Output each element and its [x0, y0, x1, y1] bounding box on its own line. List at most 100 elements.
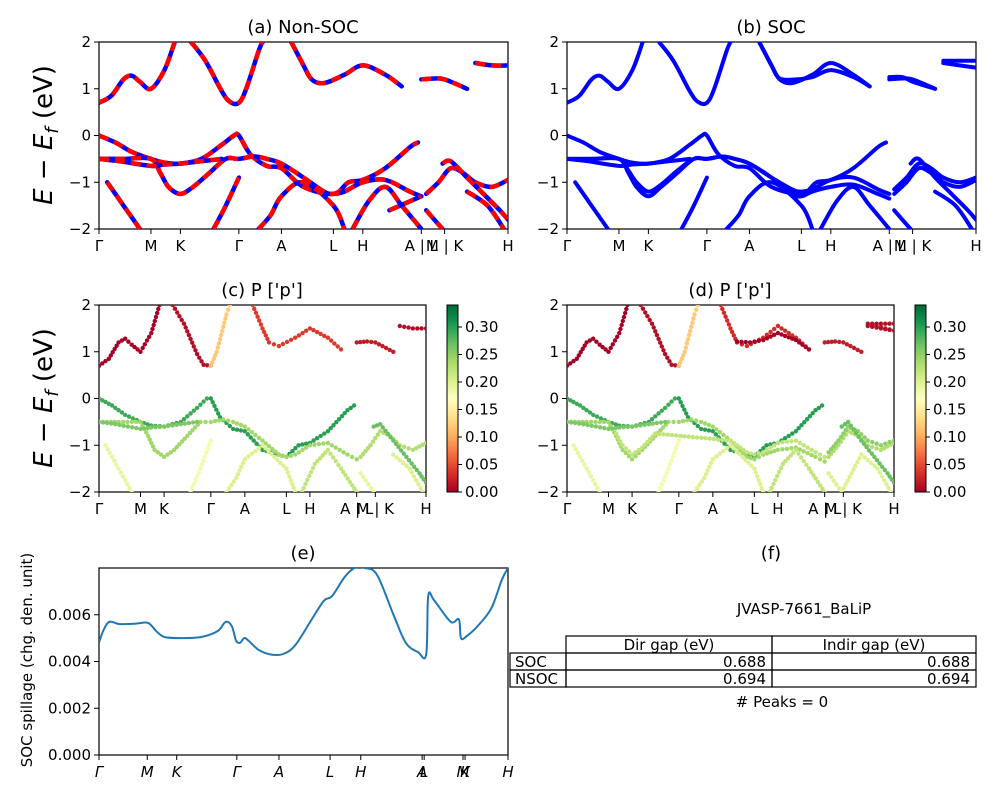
band-point — [662, 351, 668, 357]
band-point — [706, 422, 712, 428]
band-point — [684, 411, 689, 416]
band-point — [345, 452, 350, 457]
band-point — [383, 345, 389, 351]
band-point — [588, 474, 594, 479]
band-point — [325, 447, 331, 453]
band-point — [318, 433, 323, 439]
band-point — [226, 418, 231, 423]
band-point — [114, 462, 119, 467]
band-point — [123, 412, 128, 418]
band-point — [723, 314, 728, 319]
band-point — [130, 416, 135, 421]
band-line-nonsoc — [465, 189, 506, 229]
band-point — [577, 454, 583, 460]
band-point — [874, 446, 879, 451]
band-point — [715, 437, 721, 442]
band-point — [806, 466, 812, 471]
band-point — [221, 417, 226, 422]
band-point — [597, 419, 602, 425]
panel-c-ytick-label: 0 — [81, 390, 91, 408]
band-point — [315, 458, 320, 464]
band-point — [608, 345, 613, 351]
band-point — [396, 444, 401, 450]
band-line — [573, 180, 610, 229]
band-point — [114, 343, 119, 348]
band-point — [361, 339, 366, 344]
panel-d-xtick-label: K — [627, 500, 638, 518]
band-point — [404, 463, 409, 468]
band-point — [698, 419, 704, 425]
panel-d-xtick-label: H — [888, 500, 899, 518]
panel-c-colorbar-label: 0.30 — [465, 318, 498, 336]
band-point — [610, 342, 615, 347]
band-point — [234, 421, 240, 426]
band-point — [761, 450, 766, 455]
panel-b-xtick-label: K — [643, 237, 654, 255]
band-point — [764, 451, 770, 456]
panel-e-ytick-label: 0.006 — [48, 606, 91, 624]
band-point — [402, 324, 407, 329]
band-point — [666, 402, 671, 407]
band-point — [249, 430, 255, 435]
band-point — [600, 344, 605, 350]
band-point — [398, 448, 404, 453]
band-line-nonsoc — [289, 42, 404, 89]
band-point — [191, 482, 196, 487]
band-point — [348, 405, 353, 411]
band-point — [138, 419, 143, 425]
band-point — [834, 482, 839, 487]
band-point — [580, 458, 585, 463]
band-point — [117, 422, 122, 428]
band-point — [883, 441, 888, 446]
band-point — [647, 317, 652, 323]
band-point — [338, 466, 344, 471]
band-point — [201, 362, 206, 367]
band-point — [290, 448, 295, 454]
band-point — [576, 353, 581, 358]
band-point — [601, 419, 607, 425]
band-point — [768, 334, 773, 339]
panel-a-ytick-label: 2 — [81, 33, 91, 51]
band-point — [844, 342, 850, 347]
band-point — [120, 419, 126, 425]
panel-d-colorbar-label: 0.25 — [933, 346, 966, 364]
band-point — [859, 349, 864, 354]
band-point — [636, 450, 641, 456]
band-point — [305, 477, 310, 483]
panel-a-ytick-label: 1 — [81, 80, 91, 98]
band-point — [865, 458, 870, 463]
band-point — [342, 411, 347, 416]
band-point — [653, 431, 658, 436]
band-point — [807, 414, 813, 419]
band-point — [851, 345, 857, 351]
band-point — [421, 477, 426, 482]
band-point — [645, 439, 650, 445]
band-point — [201, 399, 206, 404]
band-point — [749, 463, 754, 468]
band-point — [643, 310, 648, 315]
band-point — [862, 455, 867, 460]
band-point — [423, 440, 426, 446]
band-point — [242, 429, 247, 434]
band-point — [665, 355, 670, 360]
band-point — [145, 422, 150, 427]
band-point — [185, 329, 190, 334]
band-point — [775, 447, 781, 453]
panel-c-colorbar-label: 0.15 — [465, 401, 498, 419]
band-point — [678, 400, 683, 405]
band-point — [659, 482, 664, 487]
panel-c-xtick-label: K — [159, 500, 170, 518]
band-point — [266, 340, 272, 345]
band-line-soc — [288, 42, 404, 89]
band-point — [658, 340, 663, 345]
band-point — [804, 417, 810, 422]
band-point — [325, 440, 331, 446]
band-point — [710, 424, 715, 429]
band-point — [797, 340, 802, 345]
band-point — [336, 417, 342, 422]
band-point — [187, 430, 193, 436]
panel-a-xtick-label: A — [276, 237, 287, 255]
band-point — [288, 478, 293, 483]
band-point — [887, 321, 892, 326]
band-point — [288, 337, 294, 342]
